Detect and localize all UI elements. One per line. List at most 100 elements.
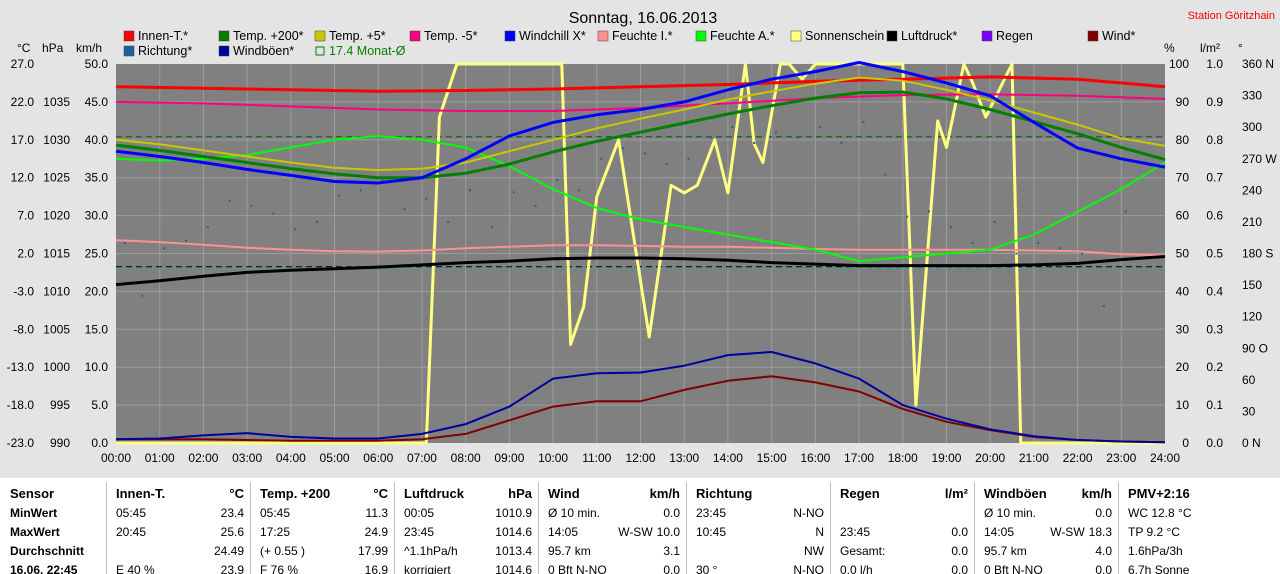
time-tick-label: 14:00 (713, 451, 743, 465)
pressure-tick-label: 1015 (43, 247, 70, 261)
stat-extra (466, 542, 495, 561)
time-tick-label: 13:00 (669, 451, 699, 465)
humidity-tick-label: 30 (1176, 322, 1190, 336)
stat-time: 23:45 (840, 525, 871, 539)
direction-point (316, 220, 319, 223)
stat-extra (178, 504, 221, 523)
stat-column-header: Luftdruck hPa (398, 484, 538, 504)
stat-row: 23:45 0.0 (834, 523, 974, 542)
stat-value: 0.0 (663, 506, 680, 520)
column-unit: hPa (508, 486, 532, 501)
humidity-tick-label: 10 (1176, 398, 1190, 412)
time-tick-label: 18:00 (888, 451, 918, 465)
direction-tick-label: 150 (1242, 278, 1262, 292)
column-title: Richtung (696, 486, 753, 501)
stat-time: 95.7 km (548, 544, 591, 558)
temp-tick-label: 17.0 (11, 133, 35, 147)
direction-tick-label: 0 N (1242, 436, 1261, 450)
temp-tick-label: 7.0 (17, 209, 34, 223)
direction-point (862, 120, 865, 123)
stat-time: 30 ° (696, 563, 718, 574)
time-tick-label: 00:00 (101, 451, 131, 465)
legend-item: Temp. -5* (409, 29, 478, 43)
legend-label: Feuchte A.* (710, 29, 775, 43)
stat-time: 14:05 (984, 525, 1015, 539)
stat-row: Gesamt: 0.0 (834, 542, 974, 561)
column-separator (974, 482, 975, 574)
stat-extra (322, 504, 366, 523)
legend-item: Temp. +5* (314, 29, 386, 43)
legend-item: Richtung* (123, 44, 192, 58)
stat-time: 00:05 (404, 506, 435, 520)
humidity-tick-label: 80 (1176, 133, 1190, 147)
direction-tick-label: 120 (1242, 310, 1262, 324)
direction-point (250, 205, 253, 208)
stat-extra (322, 542, 358, 561)
stat-extra (610, 561, 663, 574)
direction-point (425, 197, 428, 200)
column-separator (250, 482, 251, 574)
direction-point (993, 220, 996, 223)
column-separator (394, 482, 395, 574)
rain-tick-label: 0.8 (1206, 133, 1223, 147)
legend-item: Temp. +200* (218, 29, 304, 43)
stat-time: 10:45 (696, 525, 727, 539)
stat-row: Ø 10 min. 0.0 (978, 504, 1118, 523)
stat-value: N-NO (793, 506, 824, 520)
legend-item: Windböen* (218, 44, 294, 58)
legend-label: Regen (996, 29, 1033, 43)
pressure-tick-label: 1020 (43, 209, 70, 223)
stat-row: 17:25 24.9 (254, 523, 394, 542)
time-tick-label: 03:00 (232, 451, 262, 465)
time-tick-label: 15:00 (757, 451, 787, 465)
legend-item: Wind* (1087, 29, 1135, 43)
time-tick-label: 19:00 (931, 451, 961, 465)
legend-label: Windchill X* (519, 29, 586, 43)
legend-swatch (123, 45, 135, 57)
stat-extra (902, 504, 968, 523)
legend-swatch (315, 46, 325, 56)
stat-row: 30 ° N-NO (690, 561, 830, 574)
series-line (116, 62, 1165, 445)
temp-tick-label: -13.0 (7, 360, 35, 374)
stat-time: TP 9.2 °C (1128, 525, 1180, 539)
stat-row: E 40 % 23.9 (110, 561, 250, 574)
time-tick-label: 11:00 (582, 451, 611, 465)
legend: Innen-T.* Temp. +200* Temp. +5* Temp. -5* Wi… (123, 29, 1135, 58)
stat-time: 0 Bft N-NO (548, 563, 607, 574)
wind-tick-label: 40.0 (85, 133, 109, 147)
temp-tick-label: 2.0 (17, 247, 34, 261)
unit-hpa: hPa (42, 41, 64, 55)
direction-point (512, 191, 515, 194)
stat-value: 1013.4 (495, 544, 532, 558)
pressure-tick-label: 1025 (43, 171, 70, 185)
series-line (115, 76, 1166, 172)
humidity-tick-label: 100 (1169, 57, 1189, 71)
stat-row: 20:45 25.6 (110, 523, 250, 542)
time-tick-label: 16:00 (800, 451, 830, 465)
stat-time: 17:25 (260, 525, 291, 539)
unit-direction: ° (1238, 41, 1243, 55)
column-separator (830, 482, 831, 574)
row-label-min: MinWert (10, 506, 58, 520)
unit-rain: l/m² (1200, 41, 1220, 55)
wind-tick-label: 10.0 (85, 360, 109, 374)
rain-tick-label: 0.2 (1206, 360, 1223, 374)
stat-row: 05:45 23.4 (110, 504, 250, 523)
wind-tick-label: 25.0 (85, 247, 109, 261)
stat-value: 0.0 (1095, 563, 1112, 574)
time-tick-label: 20:00 (975, 451, 1005, 465)
chart-title: Sonntag, 16.06.2013 (569, 10, 718, 27)
column-title: PMV+2:16 (1128, 486, 1190, 501)
legend-label: Richtung* (138, 44, 192, 58)
legend-item: Feuchte A.* (695, 29, 775, 43)
stat-extra (758, 542, 804, 561)
stat-extra (178, 542, 214, 561)
time-tick-label: 24:00 (1150, 451, 1180, 465)
stat-value: N (815, 525, 824, 539)
column-title: Wind (548, 486, 580, 501)
stat-row: 10:45 N (690, 523, 830, 542)
stat-column-header: Innen-T. °C (110, 484, 250, 504)
direction-tick-label: 330 (1242, 89, 1262, 103)
wind-tick-label: 45.0 (85, 95, 109, 109)
